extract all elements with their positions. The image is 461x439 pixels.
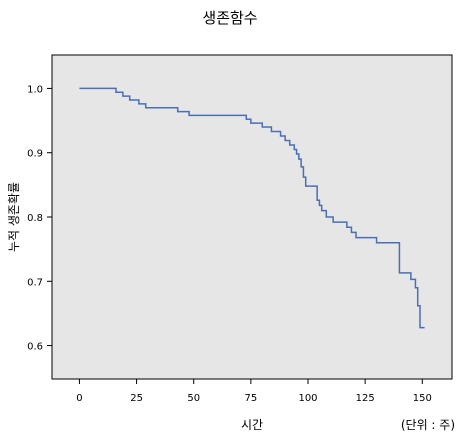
y-tick-label: 1.0: [27, 84, 43, 95]
x-tick-label: 125: [356, 393, 375, 404]
x-tick-label: 50: [187, 393, 200, 404]
survival-step-line: [79, 87, 425, 329]
series-layer: [79, 87, 425, 329]
x-axis-ticks: 0 25 50 75 100 125 150: [76, 379, 432, 404]
x-tick-label: 75: [244, 393, 257, 404]
y-tick-label: 0.7: [27, 277, 43, 288]
plot-area: [51, 54, 453, 380]
chart-title: 생존함수: [202, 9, 257, 27]
x-axis-label: 시간: [241, 418, 263, 432]
unit-note: (단위 : 주): [401, 418, 455, 432]
y-tick-label: 0.9: [27, 149, 43, 160]
y-tick-label: 0.6: [27, 342, 43, 353]
x-tick-label: 0: [76, 393, 82, 404]
x-tick-label: 25: [130, 393, 143, 404]
y-axis-label: 누적 생존확률: [7, 182, 21, 252]
y-axis-ticks: 0.6 0.7 0.8 0.9 1.0: [27, 84, 52, 353]
x-tick-label: 150: [413, 393, 432, 404]
y-tick-label: 0.8: [27, 213, 43, 224]
x-tick-label: 100: [298, 393, 317, 404]
